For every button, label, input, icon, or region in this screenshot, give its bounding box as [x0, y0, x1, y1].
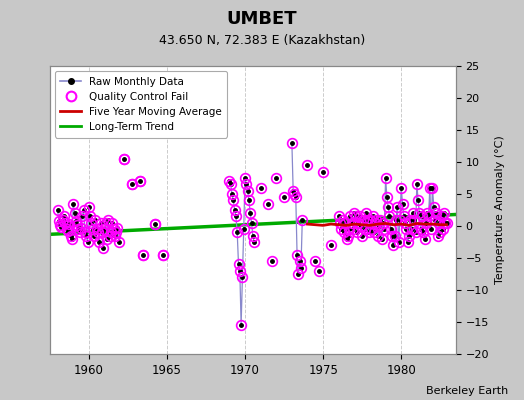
Y-axis label: Temperature Anomaly (°C): Temperature Anomaly (°C) [495, 136, 505, 284]
Text: 43.650 N, 72.383 E (Kazakhstan): 43.650 N, 72.383 E (Kazakhstan) [159, 34, 365, 47]
Text: Berkeley Earth: Berkeley Earth [426, 386, 508, 396]
Legend: Raw Monthly Data, Quality Control Fail, Five Year Moving Average, Long-Term Tren: Raw Monthly Data, Quality Control Fail, … [55, 71, 227, 138]
Text: UMBET: UMBET [227, 10, 297, 28]
